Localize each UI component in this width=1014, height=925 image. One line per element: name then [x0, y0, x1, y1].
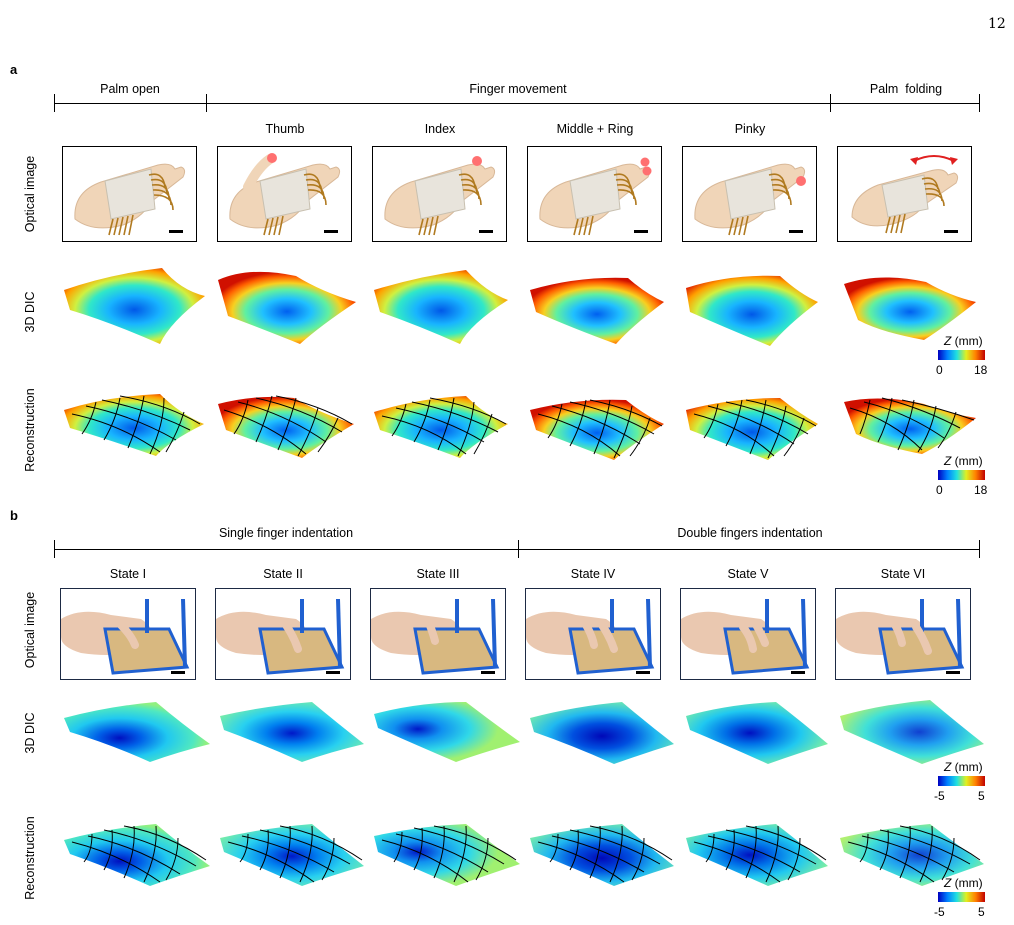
colorbar-b-recon-min: -5 [934, 905, 945, 919]
dic-surface-palm-open [64, 268, 205, 344]
column-label-pinky: Pinky [734, 122, 766, 136]
column-label-index: Index [424, 122, 456, 136]
group-single-finger: Single finger indentation [218, 526, 354, 540]
reconstruction-state-1 [64, 824, 210, 886]
colorbar-a-recon-title: Z (mm) [944, 454, 983, 468]
group-finger-movement: Finger movement [469, 82, 567, 96]
colorbar-b-recon-title: Z (mm) [944, 876, 983, 890]
dic-surface-state-6 [840, 700, 984, 764]
reconstruction-state-6 [840, 824, 984, 886]
optical-image-state-1 [60, 588, 196, 680]
column-label-state-6: State VI [880, 567, 926, 581]
group-palm-folding: Palm folding [869, 82, 943, 96]
group-double-fingers: Double fingers indentation [677, 526, 823, 540]
optical-image-state-4 [525, 588, 661, 680]
dic-surface-index [374, 270, 508, 344]
column-label-thumb: Thumb [265, 122, 305, 136]
dic-surface-state-1 [64, 702, 210, 762]
panel-b-letter: b [10, 508, 18, 523]
colorbar-a-recon-max: 18 [974, 483, 988, 497]
reconstruction-index [374, 396, 508, 458]
optical-image-pinky [682, 146, 817, 242]
row-label-optical-image-b: Optical image [23, 591, 37, 669]
column-label-state-4: State IV [570, 567, 616, 581]
colorbar-b-dic-min: -5 [934, 789, 945, 803]
column-label-middle-ring: Middle + Ring [556, 122, 634, 136]
optical-image-state-5 [680, 588, 816, 680]
colorbar-b-dic-title: Z (mm) [944, 760, 983, 774]
colorbar-b-recon [938, 892, 985, 902]
colorbar-b-recon-max: 5 [978, 905, 985, 919]
colorbar-b-dic [938, 776, 985, 786]
optical-image-palm-open [62, 146, 197, 242]
dic-surface-pinky [686, 275, 818, 346]
dic-surface-palm-folding [844, 277, 976, 340]
optical-image-state-3 [370, 588, 506, 680]
dic-surface-thumb [218, 271, 356, 344]
optical-image-state-2 [215, 588, 351, 680]
panel-a-letter: a [10, 62, 18, 77]
reconstruction-palm-open [64, 394, 204, 456]
colorbar-a-recon [938, 470, 985, 480]
dic-surface-state-3 [374, 702, 520, 762]
bracket-tick [830, 94, 831, 112]
row-label-3d-dic-b: 3D DIC [23, 712, 37, 754]
colorbar-b-dic-max: 5 [978, 789, 985, 803]
reconstruction-state-4 [530, 824, 674, 886]
reconstruction-state-3 [374, 824, 520, 886]
reconstruction-state-5 [686, 824, 828, 886]
dic-surface-state-5 [686, 702, 828, 764]
group-bracket-line-b [54, 549, 980, 550]
colorbar-a-dic-max: 18 [974, 363, 988, 377]
optical-image-palm-folding [837, 146, 972, 242]
bracket-tick [979, 540, 980, 558]
bracket-tick [518, 540, 519, 558]
group-palm-open: Palm open [100, 82, 160, 96]
bracket-tick [979, 94, 980, 112]
optical-image-middle-ring [527, 146, 662, 242]
dic-surface-middle-ring [530, 277, 664, 344]
colorbar-a-dic [938, 350, 985, 360]
column-label-state-2: State II [263, 567, 303, 581]
column-label-state-5: State V [727, 567, 769, 581]
reconstruction-state-2 [220, 824, 364, 886]
row-label-reconstruction-b: Reconstruction [23, 816, 37, 900]
dic-surface-state-2 [220, 702, 364, 762]
reconstruction-thumb [218, 395, 354, 458]
optical-image-state-6 [835, 588, 971, 680]
reconstruction-pinky [686, 398, 818, 460]
dic-surface-state-4 [530, 702, 674, 764]
colorbar-a-recon-min: 0 [936, 483, 943, 497]
bracket-tick [54, 540, 55, 558]
column-label-state-3: State III [416, 567, 460, 581]
optical-image-index [372, 146, 507, 242]
column-label-state-1: State I [109, 567, 147, 581]
page-number: 12 [988, 16, 1006, 32]
bracket-tick [206, 94, 207, 112]
colorbar-a-dic-title: Z (mm) [944, 334, 983, 348]
group-bracket-line [54, 103, 980, 104]
reconstruction-middle-ring [530, 399, 664, 460]
bracket-tick [54, 94, 55, 112]
colorbar-a-dic-min: 0 [936, 363, 943, 377]
optical-image-thumb [217, 146, 352, 242]
reconstruction-palm-folding [844, 397, 976, 454]
